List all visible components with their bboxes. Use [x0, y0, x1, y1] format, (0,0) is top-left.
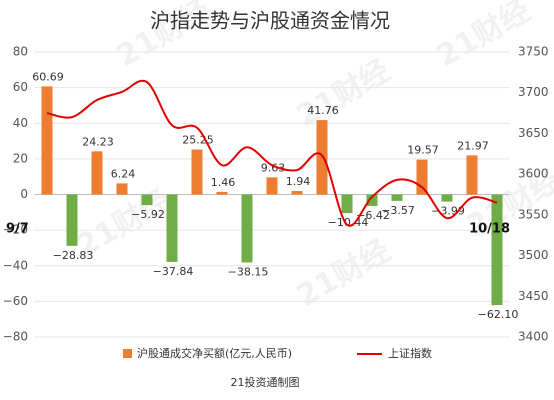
bar	[91, 151, 103, 195]
data-label: 9.63	[261, 161, 286, 174]
bar	[41, 86, 53, 195]
data-label: 25.25	[182, 134, 214, 147]
y2-tick-label: 3700	[518, 85, 549, 99]
bar	[266, 177, 278, 195]
data-label: −5.92	[131, 208, 165, 221]
bar	[316, 120, 328, 195]
y2-tick-label: 3750	[518, 45, 549, 59]
y-tick-label: 80	[13, 45, 28, 59]
bar	[241, 194, 253, 263]
data-label: 1.94	[286, 175, 311, 188]
bar	[366, 194, 378, 206]
y2-tick-label: 3450	[518, 289, 549, 303]
bar	[441, 194, 453, 202]
source: 21投资通制图	[231, 375, 300, 389]
y-tick-label: 60	[13, 80, 28, 94]
legend-swatch	[123, 349, 132, 358]
watermark: 21财经	[291, 233, 397, 314]
y2-tick-label: 3600	[518, 167, 549, 181]
data-label: −62.10	[478, 308, 519, 321]
bar	[416, 159, 428, 195]
line	[46, 79, 498, 227]
bar	[66, 194, 78, 246]
y2-tick-label: 3500	[518, 248, 549, 262]
legend-label: 沪股通成交净买额(亿元,人民币)	[137, 346, 292, 360]
data-label: 19.57	[407, 144, 439, 157]
y2-tick-label: 3550	[518, 207, 549, 221]
y-tick-label: −40	[3, 258, 28, 272]
data-label: −37.84	[153, 265, 194, 278]
bar	[341, 194, 353, 214]
chart-title: 沪指走势与沪股通资金情况	[150, 9, 390, 33]
bar	[216, 191, 228, 195]
y2-tick-label: 3400	[518, 330, 549, 344]
data-label: 1.46	[211, 176, 236, 189]
y2-tick-label: 3650	[518, 126, 549, 140]
legend-label: 上证指数	[388, 346, 432, 360]
data-label: 21.97	[457, 139, 489, 152]
bar	[116, 183, 128, 195]
bar	[291, 191, 303, 195]
data-label: 41.76	[307, 104, 339, 117]
bar	[466, 155, 478, 195]
data-label: 24.23	[82, 135, 114, 148]
y-tick-label: −80	[3, 330, 28, 344]
x-tick-label: 9/7	[6, 222, 29, 237]
watermark: 21财经	[431, 0, 537, 74]
bar	[191, 149, 203, 195]
data-label: 60.69	[32, 70, 64, 83]
data-label: −6.42	[356, 209, 390, 222]
watermark: 21财经	[291, 53, 397, 134]
y-tick-label: −20	[3, 223, 28, 237]
data-label: −38.15	[228, 265, 269, 278]
y-tick-label: −60	[3, 294, 28, 308]
y-tick-label: 40	[13, 116, 28, 130]
bar	[166, 194, 178, 262]
data-label: −3.57	[381, 204, 415, 217]
x-tick-label: 10/18	[469, 222, 510, 237]
data-label: 6.24	[111, 167, 136, 180]
data-label: −28.83	[53, 249, 94, 262]
bar	[391, 194, 403, 201]
bar	[141, 194, 153, 206]
y-tick-label: 20	[13, 151, 28, 165]
bar	[491, 194, 503, 306]
y-tick-label: 0	[20, 187, 28, 201]
